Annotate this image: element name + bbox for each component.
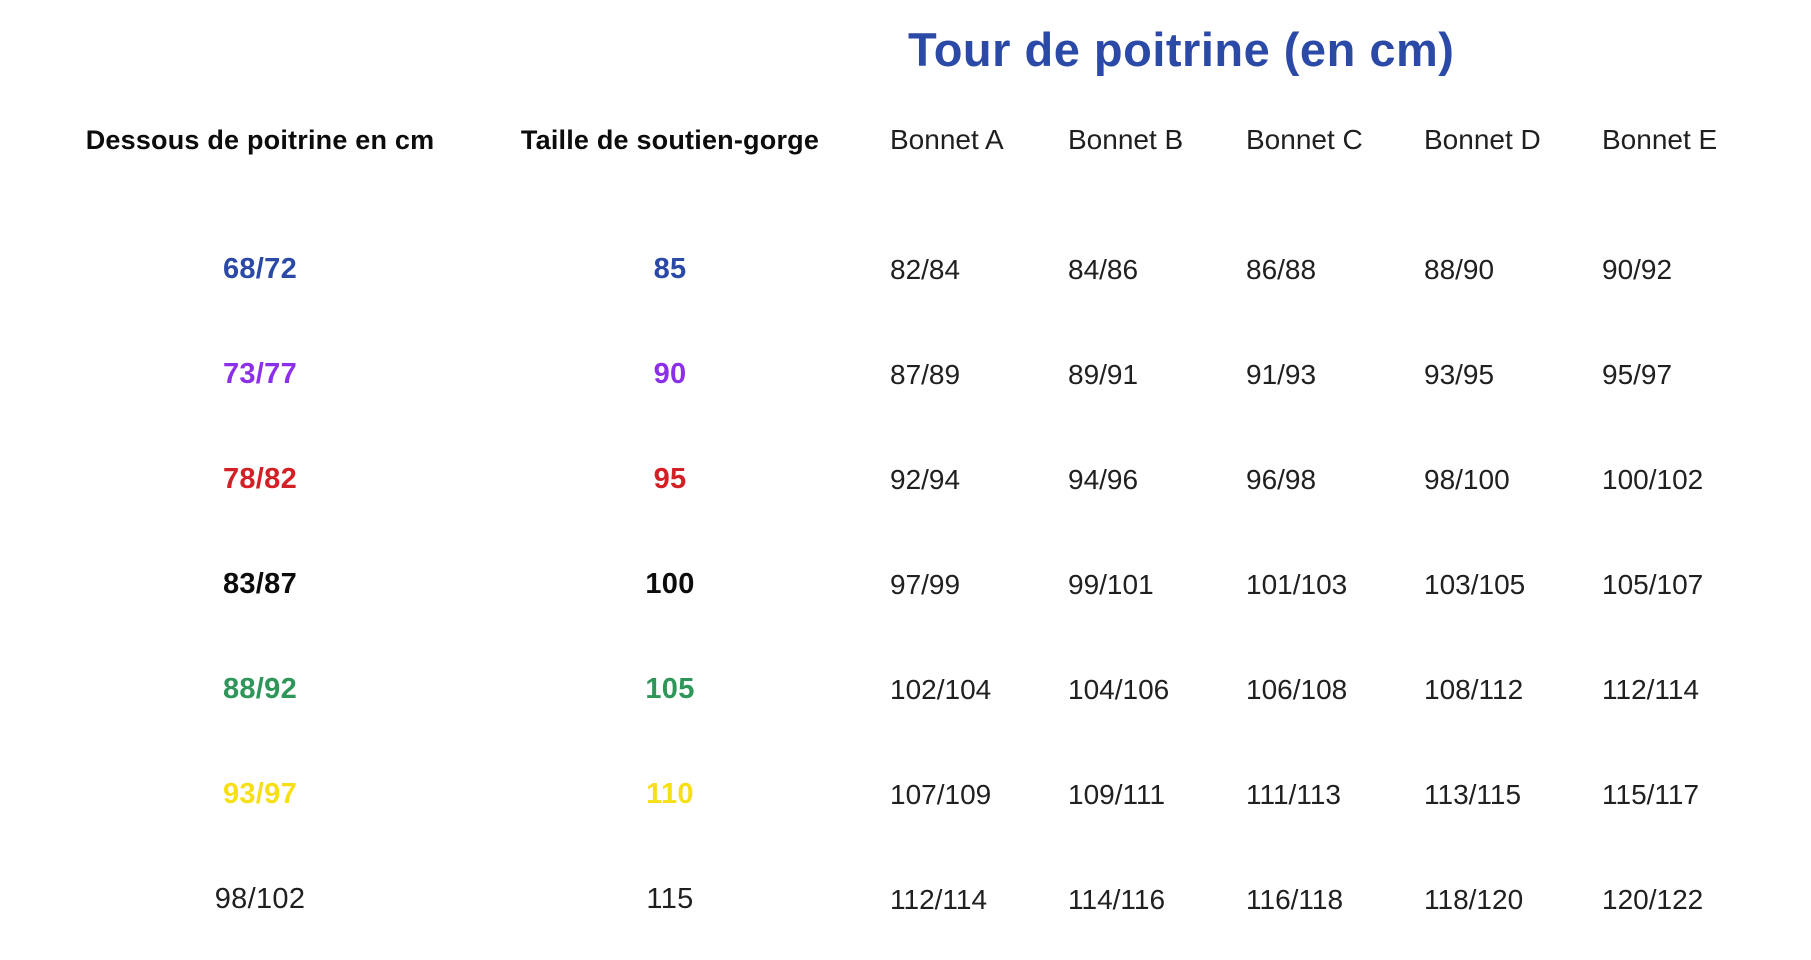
cup-a-cell: 87/89 bbox=[890, 358, 961, 390]
cup-a-cell: 112/114 bbox=[890, 883, 988, 915]
cup-a-cell: 107/109 bbox=[890, 778, 992, 810]
column-header-cup-a: Bonnet A bbox=[890, 124, 1004, 155]
cup-b-cell: 104/106 bbox=[1068, 673, 1170, 705]
cup-b-cell: 89/91 bbox=[1068, 358, 1139, 390]
page-title: Tour de poitrine (en cm) bbox=[908, 23, 1455, 76]
column-header-cup-e: Bonnet E bbox=[1602, 124, 1718, 155]
cup-a-cell: 102/104 bbox=[890, 673, 992, 705]
cup-d-cell: 103/105 bbox=[1424, 568, 1526, 600]
cup-d-cell: 113/115 bbox=[1424, 778, 1522, 810]
cup-a-cell: 82/84 bbox=[890, 253, 961, 285]
band-size-cell: 105 bbox=[645, 673, 695, 705]
band-size-cell: 85 bbox=[653, 253, 687, 285]
cup-d-cell: 118/120 bbox=[1424, 883, 1524, 915]
band-size-cell: 90 bbox=[653, 358, 687, 390]
cup-c-cell: 106/108 bbox=[1246, 673, 1348, 705]
column-header-cup-d: Bonnet D bbox=[1424, 124, 1541, 155]
cup-e-cell: 95/97 bbox=[1602, 358, 1673, 390]
band-size-cell: 100 bbox=[645, 568, 695, 600]
cup-d-cell: 88/90 bbox=[1424, 253, 1495, 285]
cup-a-cell: 92/94 bbox=[890, 463, 961, 495]
cup-e-cell: 115/117 bbox=[1602, 778, 1700, 810]
cup-b-cell: 94/96 bbox=[1068, 463, 1139, 495]
cup-c-cell: 96/98 bbox=[1246, 463, 1317, 495]
column-header-band-size: Taille de soutien-gorge bbox=[520, 124, 820, 155]
cup-c-cell: 116/118 bbox=[1246, 883, 1344, 915]
underbust-cell: 98/102 bbox=[214, 883, 306, 915]
cup-a-cell: 97/99 bbox=[890, 568, 961, 600]
cup-d-cell: 93/95 bbox=[1424, 358, 1495, 390]
underbust-cell: 88/92 bbox=[222, 673, 298, 705]
cup-d-cell: 98/100 bbox=[1424, 463, 1510, 495]
cup-b-cell: 114/116 bbox=[1068, 883, 1166, 915]
cup-b-cell: 99/101 bbox=[1068, 568, 1154, 600]
underbust-cell: 83/87 bbox=[222, 568, 298, 600]
underbust-cell: 68/72 bbox=[222, 253, 298, 285]
cup-c-cell: 111/113 bbox=[1246, 778, 1341, 810]
cup-e-cell: 120/122 bbox=[1602, 883, 1704, 915]
cup-e-cell: 90/92 bbox=[1602, 253, 1673, 285]
band-size-cell: 95 bbox=[653, 463, 687, 495]
column-header-cup-c: Bonnet C bbox=[1246, 124, 1363, 155]
band-size-cell: 110 bbox=[646, 778, 694, 810]
column-header-cup-b: Bonnet B bbox=[1068, 124, 1184, 155]
table-header-row: Dessous de poitrine en cm Taille de sout… bbox=[0, 115, 1718, 165]
band-size-cell: 115 bbox=[646, 883, 694, 915]
cup-c-cell: 101/103 bbox=[1246, 568, 1348, 600]
underbust-cell: 73/77 bbox=[222, 358, 298, 390]
cup-c-cell: 86/88 bbox=[1246, 253, 1317, 285]
cup-c-cell: 91/93 bbox=[1246, 358, 1317, 390]
cup-b-cell: 109/111 bbox=[1068, 778, 1166, 810]
cup-e-cell: 112/114 bbox=[1602, 673, 1700, 705]
cup-b-cell: 84/86 bbox=[1068, 253, 1139, 285]
cup-d-cell: 108/112 bbox=[1424, 673, 1524, 705]
column-header-underbust: Dessous de poitrine en cm bbox=[85, 124, 435, 155]
underbust-cell: 78/82 bbox=[222, 463, 298, 495]
cup-e-cell: 100/102 bbox=[1602, 463, 1704, 495]
underbust-cell: 93/97 bbox=[222, 778, 298, 810]
table-body: 68/72 85 82/84 84/86 86/88 88/90 90/92 73/77 90 8… bbox=[0, 217, 1710, 952]
cup-e-cell: 105/107 bbox=[1602, 568, 1704, 600]
